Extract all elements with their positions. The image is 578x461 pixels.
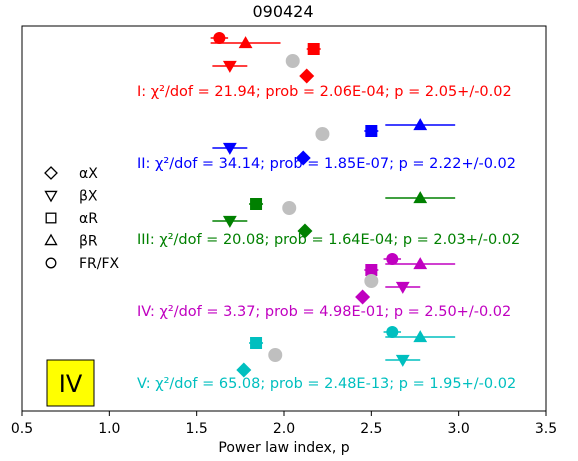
best-fit-marker [364,274,379,288]
legend-marker-diamond [44,166,58,180]
marker-circle [386,253,399,265]
marker-triangle-down [222,60,237,73]
marker-triangle-up [413,191,428,204]
panel-badge-box [46,359,95,407]
x-tick-label: 0.5 [11,421,33,437]
marker-diamond [295,150,311,166]
best-fit-marker [315,127,330,141]
best-fit-marker [282,201,297,215]
legend-label: αR [79,211,98,227]
group-V [236,326,456,378]
marker-square [307,43,320,55]
panel-badge: IV [46,359,95,407]
group-II [212,118,456,166]
group-label-IV: IV: χ²/dof = 3.37; prob = 4.98E-01; p = … [137,304,511,320]
marker-circle [386,326,399,338]
group-I [210,32,321,84]
legend-label: αX [79,166,98,182]
legend-marker-triangle-up [44,233,58,246]
group-label-III: III: χ²/dof = 20.08; prob = 1.64E-04; p … [137,232,520,248]
group-label-V: V: χ²/dof = 65.08; prob = 2.48E-13; p = … [137,376,516,392]
marker-diamond [297,223,313,239]
x-tick-label: 3.0 [448,421,470,437]
legend-label: βR [79,234,98,250]
group-label-I: I: χ²/dof = 21.94; prob = 2.06E-04; p = … [137,84,512,100]
marker-triangle-up [238,36,253,49]
marker-triangle-up [413,330,428,343]
marker-diamond [236,362,252,378]
x-axis: 0.5 1.0 1.5 2.0 2.5 3.0 3.5 [11,411,557,437]
marker-square [250,337,263,349]
x-axis-label: Power law index, p [218,440,349,456]
marker-triangle-down [222,215,237,228]
legend-marker-triangle-down [44,190,58,203]
group-IV [355,253,456,305]
marker-diamond [299,68,315,84]
legend-label: βX [79,189,98,205]
best-fit-marker [285,54,300,68]
group-labels: I: χ²/dof = 21.94; prob = 2.06E-04; p = … [137,84,520,392]
marker-triangle-down [222,142,237,155]
marker-triangle-down [395,281,410,294]
marker-triangle-down [395,354,410,367]
x-tick-label: 3.5 [535,421,557,437]
marker-square [365,264,378,276]
chart-title: 090424 [252,2,313,21]
marker-triangle-up [413,118,428,131]
marker-square [365,125,378,137]
group-III [212,191,456,239]
legend-label: FR/FX [79,256,120,272]
group-label-II: II: χ²/dof = 34.14; prob = 1.85E-07; p =… [137,156,516,172]
panel-badge-label: IV [59,370,83,398]
marker-circle [213,32,226,44]
marker-diamond [355,289,371,305]
x-tick-label: 2.0 [273,421,295,437]
x-tick-label: 1.5 [186,421,208,437]
data-marks [210,32,456,378]
legend: αX βX αR βR FR/FX [44,166,120,272]
marker-square [250,198,263,210]
legend-marker-square [45,212,57,224]
x-tick-label: 2.5 [360,421,382,437]
x-tick-label: 1.0 [98,421,120,437]
best-fit-marker [268,348,283,362]
marker-triangle-up [413,257,428,270]
legend-marker-circle [45,257,57,269]
